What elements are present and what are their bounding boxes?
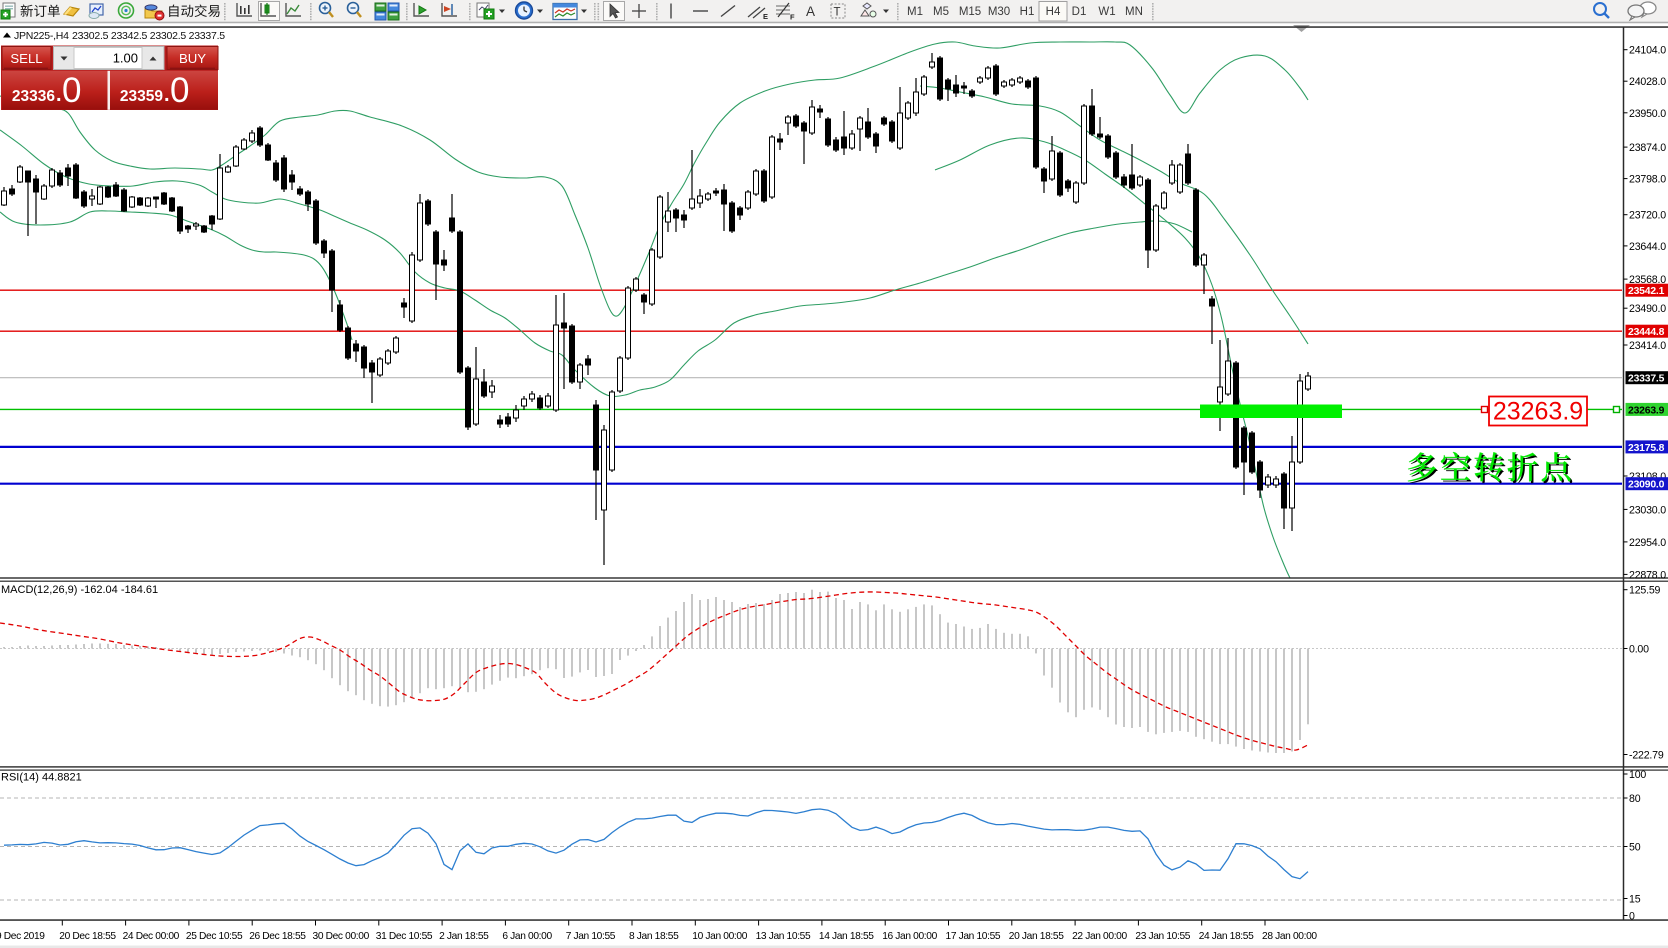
svg-text:M5: M5 <box>933 6 949 18</box>
svg-text:6 Jan 00:00: 6 Jan 00:00 <box>502 931 552 942</box>
svg-text:-222.79: -222.79 <box>1629 750 1664 762</box>
svg-text:26 Dec 18:55: 26 Dec 18:55 <box>249 931 306 942</box>
svg-text:10 Jan 00:00: 10 Jan 00:00 <box>692 931 747 942</box>
svg-text:M15: M15 <box>959 6 981 18</box>
svg-text:20 Jan 18:55: 20 Jan 18:55 <box>1009 931 1064 942</box>
svg-text:100: 100 <box>1629 769 1646 781</box>
svg-text:23798.0: 23798.0 <box>1629 174 1666 186</box>
svg-text:22878.0: 22878.0 <box>1629 569 1666 581</box>
svg-text:0: 0 <box>62 71 81 110</box>
svg-text:23490.0: 23490.0 <box>1629 303 1666 315</box>
svg-text:SELL: SELL <box>10 51 42 66</box>
svg-text:JPN225-,H4: JPN225-,H4 <box>14 30 69 42</box>
svg-text:22954.0: 22954.0 <box>1629 537 1666 549</box>
svg-text:7 Jan 10:55: 7 Jan 10:55 <box>566 931 616 942</box>
svg-text:23644.0: 23644.0 <box>1629 241 1666 253</box>
svg-text:0: 0 <box>1629 911 1635 923</box>
svg-text:23874.0: 23874.0 <box>1629 142 1666 154</box>
svg-text:9 Dec 2019: 9 Dec 2019 <box>0 931 45 942</box>
svg-text:23337.5: 23337.5 <box>1628 374 1665 385</box>
svg-text:23175.8: 23175.8 <box>1628 443 1665 454</box>
svg-text:8 Jan 18:55: 8 Jan 18:55 <box>629 931 679 942</box>
svg-text:23090.0: 23090.0 <box>1628 480 1665 491</box>
svg-text:28 Jan 00:00: 28 Jan 00:00 <box>1262 931 1317 942</box>
svg-text:1.00: 1.00 <box>113 51 138 66</box>
svg-text:31 Dec 10:55: 31 Dec 10:55 <box>376 931 433 942</box>
svg-text:H4: H4 <box>1046 6 1061 18</box>
svg-text:23414.0: 23414.0 <box>1629 340 1666 352</box>
svg-text:0: 0 <box>170 71 189 110</box>
svg-text:23542.1: 23542.1 <box>1628 286 1665 297</box>
svg-text:23 Jan 10:55: 23 Jan 10:55 <box>1135 931 1190 942</box>
svg-text:F: F <box>790 13 795 22</box>
svg-text:23444.8: 23444.8 <box>1628 327 1665 338</box>
svg-text:24 Dec 00:00: 24 Dec 00:00 <box>123 931 180 942</box>
svg-text:25 Dec 10:55: 25 Dec 10:55 <box>186 931 243 942</box>
svg-text:125.59: 125.59 <box>1629 585 1661 597</box>
svg-text:E: E <box>763 12 768 21</box>
svg-text:14 Jan 18:55: 14 Jan 18:55 <box>819 931 874 942</box>
svg-text:23336: 23336 <box>12 88 55 105</box>
svg-text:H1: H1 <box>1020 6 1035 18</box>
svg-text:A: A <box>806 4 815 19</box>
svg-text:23950.0: 23950.0 <box>1629 108 1666 120</box>
svg-text:MACD(12,26,9) -162.04 -184.61: MACD(12,26,9) -162.04 -184.61 <box>1 584 158 596</box>
svg-text:23030.0: 23030.0 <box>1629 504 1666 516</box>
svg-text:M1: M1 <box>907 6 923 18</box>
svg-text:RSI(14) 44.8821: RSI(14) 44.8821 <box>1 772 82 784</box>
svg-text:80: 80 <box>1629 793 1641 805</box>
svg-text:.: . <box>56 84 62 106</box>
svg-text:17 Jan 10:55: 17 Jan 10:55 <box>946 931 1001 942</box>
svg-text:15: 15 <box>1629 894 1641 906</box>
svg-text:T: T <box>834 7 841 19</box>
svg-text:16 Jan 00:00: 16 Jan 00:00 <box>882 931 937 942</box>
svg-text:MN: MN <box>1125 6 1143 18</box>
svg-text:24104.0: 24104.0 <box>1629 45 1666 57</box>
svg-text:23568.0: 23568.0 <box>1629 274 1666 286</box>
svg-text:20 Dec 18:55: 20 Dec 18:55 <box>59 931 116 942</box>
svg-text:W1: W1 <box>1098 6 1115 18</box>
svg-text:D1: D1 <box>1072 6 1087 18</box>
svg-text:30 Dec 00:00: 30 Dec 00:00 <box>313 931 370 942</box>
svg-text:23720.0: 23720.0 <box>1629 210 1666 222</box>
svg-text:0.00: 0.00 <box>1629 644 1649 656</box>
svg-text:23359: 23359 <box>120 88 163 105</box>
svg-text:BUY: BUY <box>179 51 206 66</box>
svg-text:23302.5 23342.5 23302.5 23337.: 23302.5 23342.5 23302.5 23337.5 <box>72 30 225 42</box>
svg-text:50: 50 <box>1629 842 1641 854</box>
svg-text:13 Jan 10:55: 13 Jan 10:55 <box>756 931 811 942</box>
svg-text:24028.0: 24028.0 <box>1629 76 1666 88</box>
svg-text:M30: M30 <box>988 6 1010 18</box>
svg-text:2 Jan 18:55: 2 Jan 18:55 <box>439 931 489 942</box>
svg-text:22 Jan 00:00: 22 Jan 00:00 <box>1072 931 1127 942</box>
svg-text:23263.9: 23263.9 <box>1628 405 1665 416</box>
svg-text:24 Jan 18:55: 24 Jan 18:55 <box>1199 931 1254 942</box>
svg-text:.: . <box>164 84 170 106</box>
svg-text:23263.9: 23263.9 <box>1493 398 1583 426</box>
